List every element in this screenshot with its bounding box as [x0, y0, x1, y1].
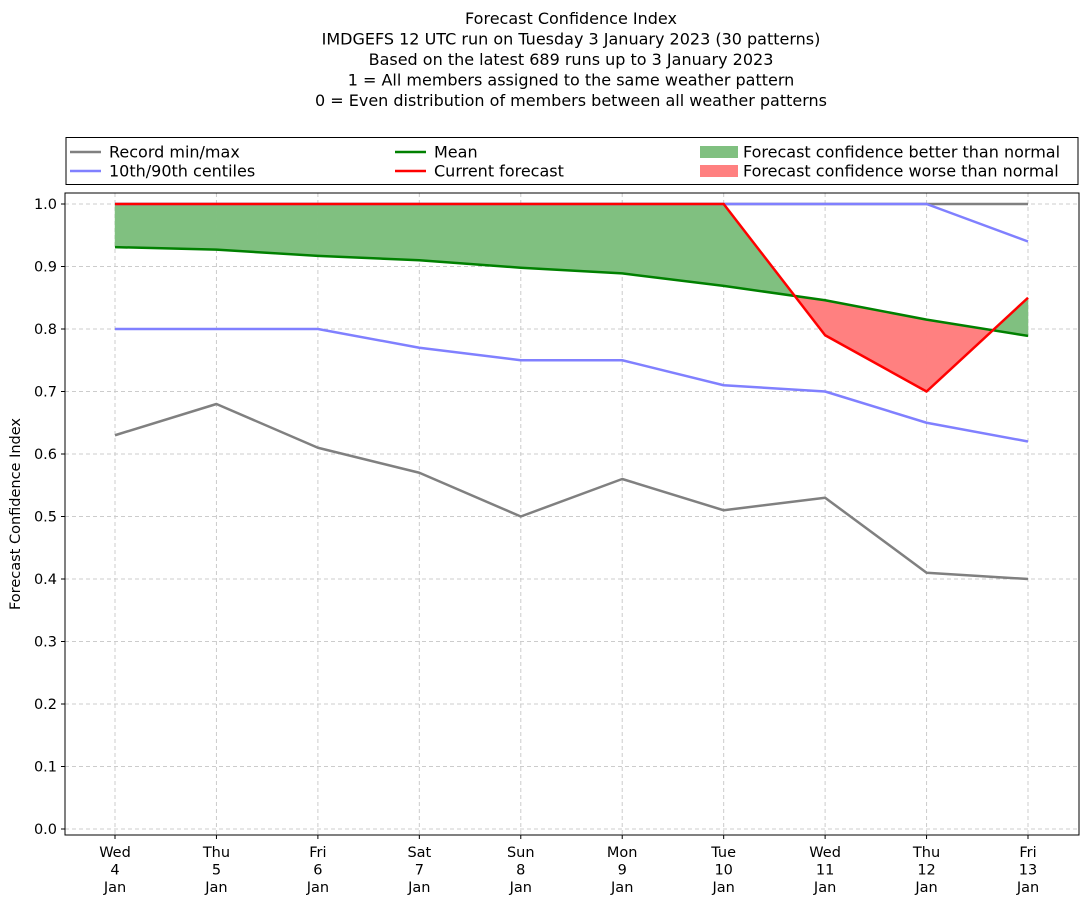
mean-line [114, 245, 1029, 338]
current-forecast-line [115, 202, 1029, 393]
x-tick-label-5-0: Mon [607, 845, 638, 861]
record-min-line [114, 402, 1029, 581]
x-tick-label-1-2: Jan [204, 880, 227, 896]
legend-label-10th-90th-centiles: 10th/90th centiles [109, 162, 255, 181]
x-tick-label-7-0: Wed [809, 845, 841, 861]
centile-10-line [115, 327, 1029, 443]
title-line-4: 0 = Even distribution of members between… [315, 91, 827, 110]
title-line-3: 1 = All members assigned to the same wea… [348, 71, 795, 90]
chart-legend: Record min/max Mean Forecast confidence be… [65, 137, 1079, 185]
x-tick-label-7-2: Jan [813, 880, 836, 896]
x-tick-label-0-2: Jan [103, 880, 126, 896]
legend-label-current-forecast: Current forecast [434, 162, 564, 181]
better-than-normal-area-5 [621, 203, 724, 287]
y-axis-label: Forecast Confidence Index [8, 418, 24, 610]
plot-frame [64, 192, 1080, 836]
x-tick-label-0-0: Wed [99, 845, 131, 861]
confidence-fill-areas [114, 203, 1029, 393]
x-tick-label-0-1: 4 [110, 863, 119, 879]
title-line-1: IMDGEFS 12 UTC run on Tuesday 3 January … [322, 30, 821, 49]
series-lines [114, 202, 1029, 581]
x-tick-label-9-2: Jan [1016, 880, 1039, 896]
legend-label-record-min-max: Record min/max [109, 143, 240, 162]
x-tick-label-3-2: Jan [407, 880, 430, 896]
better-than-normal-area-1 [216, 203, 319, 257]
y-tick-label-8: 0.8 [34, 322, 57, 338]
legend-swatch-forecast-confidence-worse-than-normal [700, 165, 738, 177]
y-tick-label-5: 0.5 [34, 510, 57, 526]
x-tick-label-1-1: 5 [212, 863, 221, 879]
y-tick-label-3: 0.3 [34, 635, 57, 651]
x-tick-label-4-0: Sun [507, 845, 535, 861]
x-tick-label-5-2: Jan [610, 880, 633, 896]
x-tick-label-2-0: Fri [309, 845, 326, 861]
x-tick-label-8-2: Jan [914, 880, 937, 896]
y-tick-label-1: 0.1 [34, 760, 57, 776]
x-tick-label-9-0: Fri [1019, 845, 1036, 861]
legend-label-forecast-confidence-worse-than-normal: Forecast confidence worse than normal [743, 162, 1059, 181]
x-tick-label-2-2: Jan [306, 880, 329, 896]
x-tick-label-8-0: Thu [912, 845, 940, 861]
x-axis-ticks: Wed4JanThu5JanFri6JanSat7JanSun8JanMon9J… [99, 835, 1039, 896]
legend-swatch-forecast-confidence-better-than-normal [700, 146, 738, 158]
legend-label-mean: Mean [434, 143, 478, 162]
x-tick-label-4-2: Jan [509, 880, 532, 896]
x-tick-label-2-1: 6 [313, 863, 322, 879]
y-tick-label-10: 1.0 [34, 197, 57, 213]
x-tick-label-9-1: 13 [1019, 863, 1037, 879]
title-line-2: Based on the latest 689 runs up to 3 Jan… [369, 50, 774, 69]
x-tick-label-6-2: Jan [711, 880, 734, 896]
y-tick-label-0: 0.0 [34, 822, 57, 838]
x-tick-label-4-1: 8 [516, 863, 525, 879]
title-line-0: Forecast Confidence Index [465, 9, 677, 28]
y-tick-label-4: 0.4 [34, 572, 57, 588]
x-tick-label-3-0: Sat [407, 845, 431, 861]
better-than-normal-area-3 [419, 203, 522, 269]
y-tick-label-2: 0.2 [34, 697, 57, 713]
x-tick-label-1-0: Thu [202, 845, 230, 861]
y-axis-ticks: 0.0 0.1 0.2 0.3 0.4 0.5 0.6 0.7 0.8 0.9 1.0 [34, 197, 65, 838]
legend-label-forecast-confidence-better-than-normal: Forecast confidence better than normal [743, 143, 1060, 162]
better-than-normal-area-0 [114, 203, 217, 250]
y-tick-label-7: 0.7 [34, 385, 57, 401]
x-tick-label-6-0: Tue [710, 845, 736, 861]
legend-box [65, 137, 1079, 185]
y-tick-label-6: 0.6 [34, 447, 57, 463]
better-than-normal-area-4 [520, 203, 623, 274]
x-tick-label-6-1: 10 [714, 863, 732, 879]
grid-lines [65, 193, 1079, 835]
x-tick-label-3-1: 7 [415, 863, 424, 879]
better-than-normal-area-2 [317, 203, 420, 261]
x-tick-label-5-1: 9 [618, 863, 627, 879]
worse-than-normal-area-8 [824, 299, 927, 392]
chart-title: Forecast Confidence Index IMDGEFS 12 UTC … [315, 9, 827, 110]
x-tick-label-7-1: 11 [816, 863, 834, 879]
y-tick-label-9: 0.9 [34, 260, 57, 276]
x-tick-label-8-1: 12 [917, 863, 935, 879]
